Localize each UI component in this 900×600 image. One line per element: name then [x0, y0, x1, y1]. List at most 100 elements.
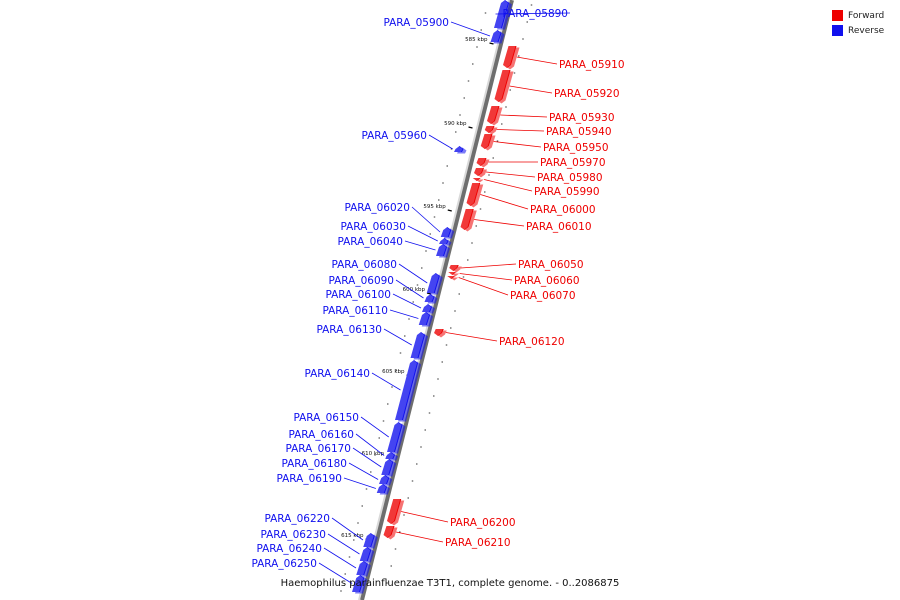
gene-label-para_06080[interactable]: PARA_06080 [331, 259, 428, 284]
gene-label-para_06210[interactable]: PARA_06210 [395, 531, 511, 549]
gene-para_06180[interactable] [378, 475, 393, 486]
gene-label-para_05980[interactable]: PARA_05980 [485, 171, 603, 184]
gene-label-para_06070[interactable]: PARA_06070 [458, 277, 576, 303]
gene-para_06120[interactable] [433, 329, 447, 338]
gene-label-para_06120[interactable]: PARA_06120 [445, 332, 565, 349]
gene-label-para_05950[interactable]: PARA_05950 [493, 141, 609, 155]
gene-para_06210[interactable] [382, 526, 398, 540]
gene-label-para_06100[interactable]: PARA_06100 [325, 289, 422, 309]
gene-label-para_05970[interactable]: PARA_05970 [488, 157, 606, 169]
gene-para_06230[interactable] [358, 547, 375, 563]
leader-line [355, 433, 385, 456]
gene-para_06020[interactable] [439, 227, 455, 239]
gene-para_06130[interactable] [409, 332, 429, 360]
gene-label-para_06220[interactable]: PARA_06220 [264, 513, 364, 541]
leader-line [411, 206, 441, 233]
gene-para_05980[interactable] [473, 168, 487, 178]
gene-id-text: PARA_05950 [543, 142, 609, 154]
gene-para_06140[interactable] [394, 360, 421, 422]
gene-label-para_05990[interactable]: PARA_05990 [484, 179, 600, 199]
legend-forward: Forward [832, 8, 892, 23]
gene-label-para_06090[interactable]: PARA_06090 [328, 275, 424, 299]
gene-label-para_06040[interactable]: PARA_06040 [337, 236, 436, 251]
gene-label-para_06230[interactable]: PARA_06230 [260, 529, 360, 555]
gene-block [424, 294, 435, 302]
gene-para_05970[interactable] [475, 158, 490, 168]
kbp-tick-mark [447, 209, 452, 212]
gene-para_06110[interactable] [417, 312, 433, 327]
gene-label-para_06130[interactable]: PARA_06130 [316, 324, 412, 346]
gene-para_06030[interactable] [438, 238, 452, 246]
gene-label-para_06190[interactable]: PARA_06190 [276, 473, 377, 489]
gene-label-para_05960[interactable]: PARA_05960 [361, 130, 453, 150]
leader-line [343, 477, 377, 489]
gene-block [418, 312, 430, 325]
gene-label-para_06180[interactable]: PARA_06180 [281, 458, 379, 480]
leader-line [460, 263, 517, 269]
leader-line [493, 141, 542, 148]
gene-label-para_06000[interactable]: PARA_06000 [480, 194, 596, 217]
gene-para_05900[interactable] [489, 30, 505, 44]
gene-para_05960[interactable] [453, 146, 467, 154]
gene-para_06150[interactable] [386, 422, 406, 454]
gene-para_06190[interactable] [375, 484, 390, 495]
gene-label-para_05910[interactable]: PARA_05910 [516, 56, 625, 71]
gene-id-text: PARA_06170 [285, 443, 351, 455]
gene-para_06240[interactable] [355, 561, 371, 577]
gene-id-text: PARA_06040 [337, 236, 403, 248]
gene-label-para_06050[interactable]: PARA_06050 [460, 259, 584, 271]
gene-label-para_06010[interactable]: PARA_06010 [474, 219, 592, 234]
gene-label-para_06240[interactable]: PARA_06240 [256, 543, 357, 569]
gene-para_06080[interactable] [425, 273, 443, 295]
gene-label-para_05890[interactable]: PARA_05890 [495, 8, 571, 20]
kbp-tick-label: 595 kbp [423, 204, 446, 210]
gene-para_06220[interactable] [362, 533, 378, 549]
gene-id-text: PARA_06220 [264, 513, 330, 525]
gene-id-text: PARA_06130 [316, 324, 382, 336]
gene-para_06170[interactable] [380, 459, 397, 477]
gene-para_05930[interactable] [486, 106, 503, 126]
gene-para_05990[interactable] [471, 178, 485, 183]
leader-line [459, 273, 513, 281]
gene-block [439, 238, 449, 244]
gene-para_05920[interactable] [493, 70, 514, 104]
gene-para_05940[interactable] [483, 126, 498, 135]
gene-highlight [351, 575, 364, 592]
gene-label-para_06060[interactable]: PARA_06060 [459, 273, 580, 288]
gene-para_06100[interactable] [421, 304, 435, 314]
gene-highlight [471, 178, 481, 181]
gene-para_06000[interactable] [465, 183, 484, 208]
gene-label-para_06110[interactable]: PARA_06110 [322, 305, 419, 319]
gene-label-para_05930[interactable]: PARA_05930 [500, 112, 615, 124]
gene-para_06200[interactable] [386, 499, 405, 526]
gene-para_05910[interactable] [502, 46, 520, 70]
gene-para_06070[interactable] [446, 276, 459, 281]
gene-para_06040[interactable] [435, 244, 450, 258]
gene-label-para_05900[interactable]: PARA_05900 [383, 17, 491, 37]
gene-label-para_06170[interactable]: PARA_06170 [285, 443, 382, 468]
gene-label-para_06150[interactable]: PARA_06150 [293, 412, 389, 438]
gene-label-para_05940[interactable]: PARA_05940 [496, 126, 612, 138]
gene-para_06250[interactable] [351, 575, 368, 594]
gene-label-para_06200[interactable]: PARA_06200 [401, 511, 516, 530]
gene-id-text: PARA_06160 [288, 429, 354, 441]
gene-para_06160[interactable] [384, 452, 398, 461]
gene-id-text: PARA_06140 [304, 368, 370, 380]
reverse-swatch [832, 25, 843, 36]
gene-label-para_06140[interactable]: PARA_06140 [304, 368, 401, 391]
kbp-tick-label: 590 kbp [444, 121, 467, 127]
gene-para_05950[interactable] [479, 134, 496, 151]
gene-label-para_05920[interactable]: PARA_05920 [509, 85, 620, 100]
gene-block [381, 459, 394, 475]
gene-para_06010[interactable] [459, 209, 477, 232]
gene-label-para_06030[interactable]: PARA_06030 [340, 221, 438, 242]
gene-id-text: PARA_06190 [276, 473, 342, 485]
gene-block [440, 227, 452, 237]
gene-label-para_06020[interactable]: PARA_06020 [344, 202, 441, 233]
gene-para_06060[interactable] [447, 272, 460, 277]
gene-para_06050[interactable] [448, 265, 462, 273]
gene-para_06090[interactable] [423, 294, 438, 304]
gene-label-para_06160[interactable]: PARA_06160 [288, 429, 385, 456]
gene-shading [475, 179, 485, 183]
gene-label-para_06250[interactable]: PARA_06250 [251, 558, 353, 584]
